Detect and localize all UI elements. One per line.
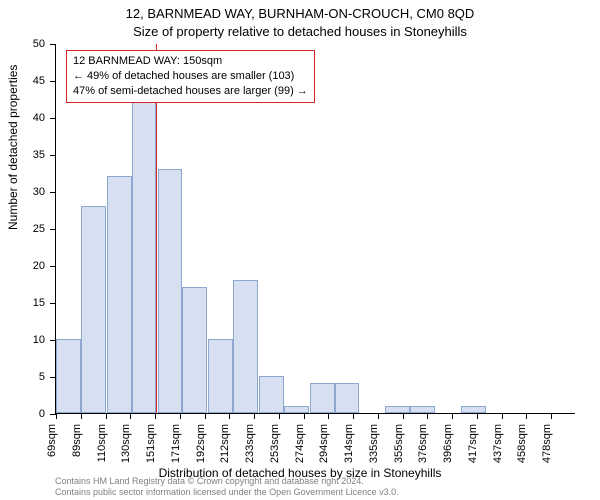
x-tick — [477, 413, 478, 419]
x-tick — [279, 413, 280, 419]
histogram-bar — [81, 206, 106, 413]
y-tick-label: 45 — [18, 75, 45, 87]
x-tick — [328, 413, 329, 419]
y-tick — [50, 118, 56, 119]
x-tick-label: 212sqm — [219, 424, 231, 463]
annotation-line: 12 BARNMEAD WAY: 150sqm — [73, 54, 308, 69]
x-tick — [56, 413, 57, 419]
title-subtitle: Size of property relative to detached ho… — [0, 24, 600, 39]
histogram-bar — [233, 280, 258, 413]
histogram-bar — [310, 383, 335, 413]
histogram-bar — [259, 376, 284, 413]
x-tick — [155, 413, 156, 419]
x-tick-label: 130sqm — [120, 424, 132, 463]
histogram-bar — [284, 406, 309, 413]
x-tick — [130, 413, 131, 419]
y-tick — [50, 192, 56, 193]
title-address: 12, BARNMEAD WAY, BURNHAM-ON-CROUCH, CM0… — [0, 6, 600, 21]
footer-line-2: Contains public sector information licen… — [55, 487, 399, 498]
x-tick — [106, 413, 107, 419]
x-tick-label: 417sqm — [467, 424, 479, 463]
chart-plot-area: 12 BARNMEAD WAY: 150sqm← 49% of detached… — [55, 44, 575, 414]
x-tick-label: 376sqm — [417, 424, 429, 463]
x-tick-label: 110sqm — [96, 424, 108, 462]
x-tick — [304, 413, 305, 419]
x-tick-label: 355sqm — [393, 424, 405, 463]
y-tick — [50, 81, 56, 82]
x-tick-label: 274sqm — [294, 424, 306, 463]
y-tick-label: 15 — [18, 297, 45, 309]
y-tick — [50, 377, 56, 378]
histogram-bar — [461, 406, 486, 413]
figure: 12, BARNMEAD WAY, BURNHAM-ON-CROUCH, CM0… — [0, 0, 600, 500]
figure-footer: Contains HM Land Registry data © Crown c… — [55, 476, 399, 498]
y-tick — [50, 303, 56, 304]
x-tick-label: 253sqm — [269, 424, 281, 463]
x-tick — [551, 413, 552, 419]
histogram-bar — [335, 383, 360, 413]
x-tick-label: 314sqm — [343, 424, 355, 463]
histogram-bar — [132, 95, 157, 413]
x-tick-label: 192sqm — [195, 424, 207, 463]
x-tick — [452, 413, 453, 419]
histogram-bar — [158, 169, 183, 413]
histogram-bar — [107, 176, 132, 413]
annotation-line: ← 49% of detached houses are smaller (10… — [73, 69, 308, 84]
x-tick-label: 335sqm — [368, 424, 380, 463]
annotation-line: 47% of semi-detached houses are larger (… — [73, 84, 308, 99]
x-tick-label: 294sqm — [318, 424, 330, 463]
y-tick — [50, 229, 56, 230]
x-tick — [502, 413, 503, 419]
x-tick-label: 69sqm — [46, 424, 58, 457]
x-tick — [427, 413, 428, 419]
x-tick-label: 171sqm — [170, 424, 182, 463]
y-tick-label: 20 — [18, 260, 45, 272]
histogram-bar — [182, 287, 207, 413]
y-tick-label: 10 — [18, 334, 45, 346]
x-tick — [205, 413, 206, 419]
x-tick — [81, 413, 82, 419]
y-tick — [50, 266, 56, 267]
x-tick — [378, 413, 379, 419]
x-tick — [254, 413, 255, 419]
x-tick-label: 396sqm — [442, 424, 454, 463]
x-tick-label: 151sqm — [145, 424, 157, 463]
histogram-bar — [208, 339, 233, 413]
y-tick-label: 50 — [18, 38, 45, 50]
x-tick-label: 89sqm — [71, 424, 83, 457]
x-tick-label: 233sqm — [244, 424, 256, 463]
y-tick-label: 5 — [18, 371, 45, 383]
y-tick — [50, 155, 56, 156]
y-tick-label: 40 — [18, 112, 45, 124]
histogram-bar — [410, 406, 435, 413]
y-tick-label: 0 — [18, 408, 45, 420]
y-tick — [50, 340, 56, 341]
histogram-bar — [385, 406, 410, 413]
x-tick — [353, 413, 354, 419]
x-tick-label: 437sqm — [492, 424, 504, 463]
y-tick-label: 30 — [18, 186, 45, 198]
y-tick-label: 25 — [18, 223, 45, 235]
y-axis-label: Number of detached properties — [6, 65, 20, 230]
x-tick-label: 458sqm — [516, 424, 528, 463]
x-tick — [180, 413, 181, 419]
marker-annotation-box: 12 BARNMEAD WAY: 150sqm← 49% of detached… — [66, 50, 315, 103]
x-tick — [403, 413, 404, 419]
histogram-bar — [56, 339, 81, 413]
x-tick — [229, 413, 230, 419]
x-tick-label: 478sqm — [541, 424, 553, 463]
y-tick — [50, 44, 56, 45]
x-tick — [526, 413, 527, 419]
footer-line-1: Contains HM Land Registry data © Crown c… — [55, 476, 399, 487]
y-tick-label: 35 — [18, 149, 45, 161]
